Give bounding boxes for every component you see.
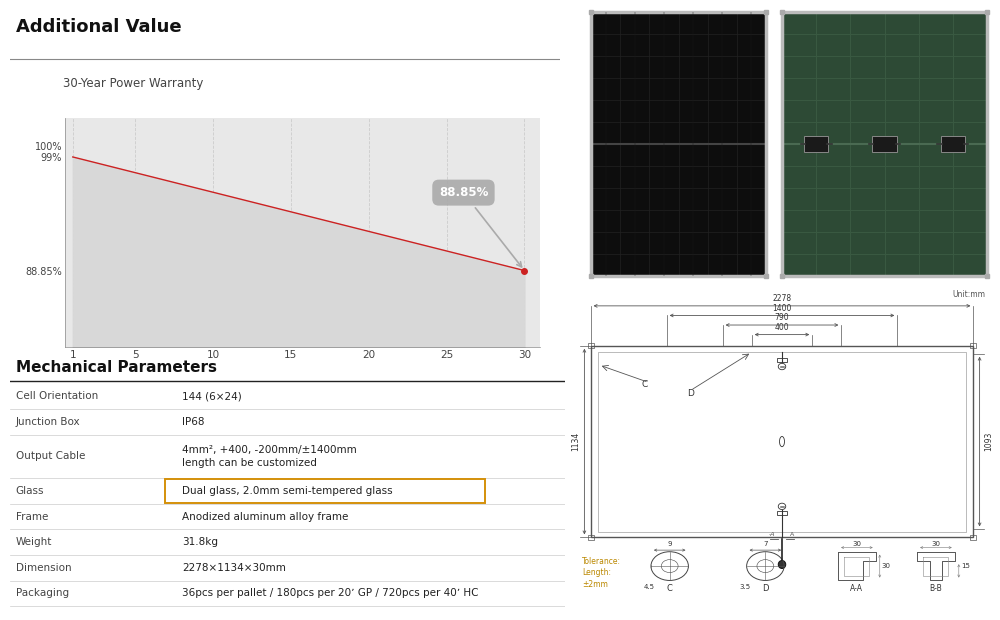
Text: Tolerance:
Length:
±2mm: Tolerance: Length: ±2mm	[582, 557, 621, 589]
Text: 88.85%: 88.85%	[439, 186, 522, 267]
Text: IP68: IP68	[182, 417, 205, 427]
Text: C: C	[667, 584, 673, 593]
Text: D: D	[762, 584, 769, 593]
Text: Weight: Weight	[16, 537, 52, 547]
Text: length can be customized: length can be customized	[182, 458, 317, 468]
Bar	[970, 343, 976, 348]
Text: Packaging: Packaging	[16, 588, 69, 598]
Text: Output Cable: Output Cable	[16, 451, 85, 461]
Text: 1093: 1093	[984, 432, 993, 451]
FancyBboxPatch shape	[804, 136, 828, 152]
Text: Additional Value: Additional Value	[16, 19, 181, 37]
Text: Unit:mm: Unit:mm	[953, 290, 986, 299]
Bar	[591, 346, 973, 538]
Text: Dimension: Dimension	[16, 563, 71, 573]
Text: 30: 30	[882, 563, 891, 569]
Text: 31.8kg: 31.8kg	[182, 537, 218, 547]
Text: -A: -A	[768, 533, 775, 538]
Text: Mechanical Parameters: Mechanical Parameters	[16, 360, 217, 375]
Bar	[970, 535, 976, 540]
Text: Junction Box: Junction Box	[16, 417, 80, 427]
Bar	[588, 343, 594, 348]
Text: 1400: 1400	[772, 304, 792, 313]
Text: 2278×1134×30mm: 2278×1134×30mm	[182, 563, 286, 573]
Text: 30-Year Power Warranty: 30-Year Power Warranty	[63, 78, 203, 90]
Text: 7: 7	[763, 541, 768, 547]
Text: 1134: 1134	[571, 432, 580, 451]
Bar	[598, 352, 966, 531]
Text: B-B: B-B	[930, 583, 942, 593]
Text: Glass: Glass	[16, 486, 44, 496]
Text: 9: 9	[667, 541, 672, 547]
Text: 36pcs per pallet / 180pcs per 20ʼ GP / 720pcs per 40ʼ HC: 36pcs per pallet / 180pcs per 20ʼ GP / 7…	[182, 588, 479, 598]
Text: Anodized aluminum alloy frame: Anodized aluminum alloy frame	[182, 512, 348, 521]
FancyBboxPatch shape	[872, 136, 897, 152]
Text: 15: 15	[961, 563, 970, 569]
Text: 30: 30	[931, 541, 940, 547]
Text: 4mm², +400, -200mm/±1400mm: 4mm², +400, -200mm/±1400mm	[182, 445, 357, 454]
Text: Cell Orientation: Cell Orientation	[16, 391, 98, 401]
Text: C: C	[642, 379, 648, 389]
Text: D: D	[687, 389, 694, 398]
Text: 4.5: 4.5	[643, 583, 654, 590]
Bar	[777, 358, 787, 361]
Ellipse shape	[778, 363, 786, 370]
Text: A: A	[790, 533, 795, 538]
Text: 790: 790	[775, 314, 789, 322]
Text: 30: 30	[852, 541, 861, 547]
Ellipse shape	[780, 436, 784, 446]
Text: A-A: A-A	[850, 583, 863, 593]
FancyBboxPatch shape	[941, 136, 965, 152]
Text: 2278: 2278	[772, 294, 792, 303]
Ellipse shape	[778, 560, 786, 569]
Text: 144 (6×24): 144 (6×24)	[182, 391, 242, 401]
Bar	[588, 535, 594, 540]
Text: 400: 400	[775, 323, 789, 332]
Text: 3.5: 3.5	[739, 583, 750, 590]
Text: Dual glass, 2.0mm semi-tempered glass: Dual glass, 2.0mm semi-tempered glass	[182, 486, 393, 496]
Bar	[777, 511, 787, 515]
Ellipse shape	[778, 503, 786, 510]
Text: Frame: Frame	[16, 512, 48, 521]
